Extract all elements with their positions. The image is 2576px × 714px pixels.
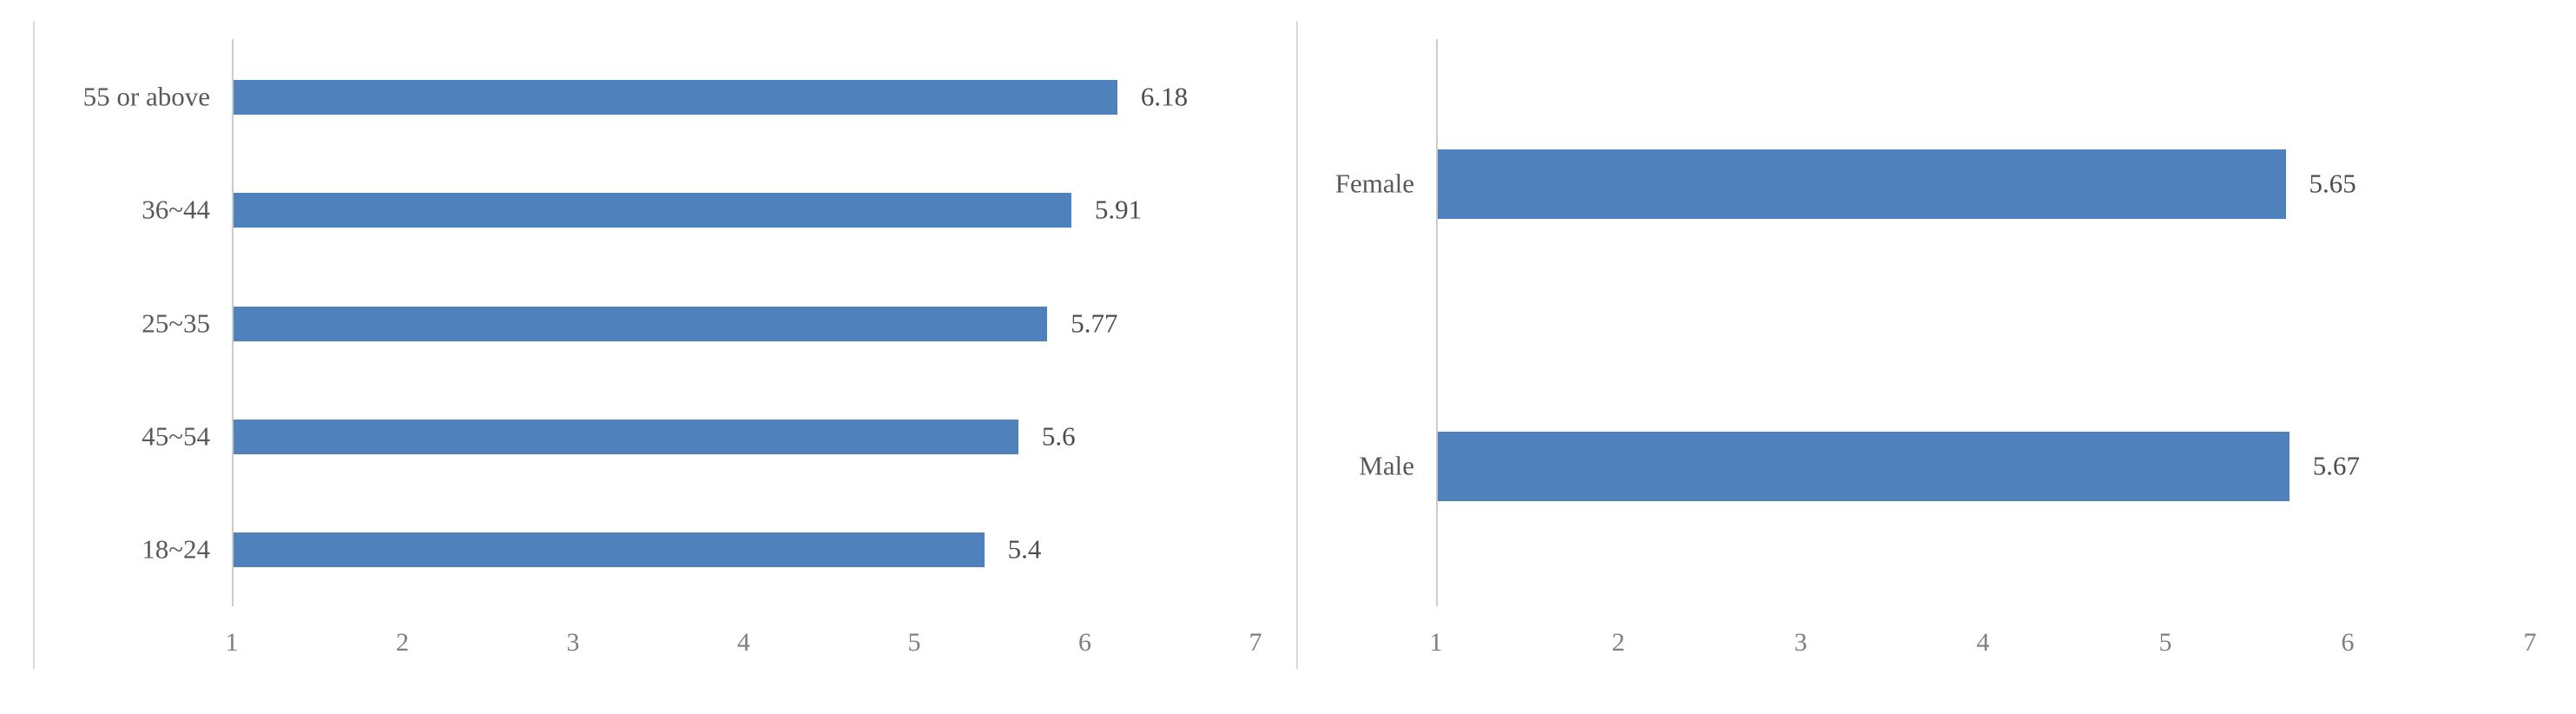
x-axis-tick-label-2: 2 bbox=[1611, 628, 1625, 657]
x-axis-tick-label-4: 4 bbox=[1976, 628, 1990, 657]
value-label-male: 5.67 bbox=[2312, 449, 2360, 480]
x-axis-tick-label-1: 1 bbox=[1429, 628, 1443, 657]
category-label-female: Female bbox=[1334, 167, 1414, 198]
category-label-male: Male bbox=[1359, 449, 1414, 480]
x-axis-tick-label-5: 5 bbox=[2158, 628, 2172, 657]
panel-border-line bbox=[1296, 21, 1298, 669]
category-label-45-54: 45~54 bbox=[142, 420, 210, 451]
category-label-25-35: 25~35 bbox=[142, 307, 210, 338]
category-label-36-44: 36~44 bbox=[142, 194, 210, 225]
value-label-55-or-above: 6.18 bbox=[1140, 81, 1189, 112]
bar-female bbox=[1438, 149, 2286, 219]
value-label-female: 5.65 bbox=[2309, 167, 2356, 198]
x-axis-tick-label-3: 3 bbox=[566, 628, 580, 657]
bar-36-44 bbox=[234, 193, 1071, 228]
category-label-18-24: 18~24 bbox=[142, 533, 210, 565]
x-axis-tick-label-4: 4 bbox=[737, 628, 750, 657]
bar-18-24 bbox=[234, 532, 985, 567]
x-axis-tick-label-7: 7 bbox=[1248, 628, 1262, 657]
value-label-25-35: 5.77 bbox=[1071, 307, 1118, 338]
x-axis-tick-label-2: 2 bbox=[396, 628, 409, 657]
bar-45-54 bbox=[234, 419, 1018, 454]
category-label-55-or-above: 55 or above bbox=[82, 81, 210, 112]
x-axis-tick-label-3: 3 bbox=[1794, 628, 1808, 657]
value-label-45-54: 5.6 bbox=[1041, 420, 1076, 451]
category-axis-line bbox=[232, 39, 234, 606]
bar-25-35 bbox=[234, 306, 1048, 341]
bar-male bbox=[1438, 431, 2289, 501]
x-axis-tick-label-1: 1 bbox=[225, 628, 239, 657]
category-axis-line bbox=[1436, 39, 1438, 606]
value-label-18-24: 5.4 bbox=[1007, 533, 1042, 565]
x-axis-tick-label-6: 6 bbox=[1078, 628, 1091, 657]
panel-border-line bbox=[33, 21, 35, 669]
bar-55-or-above bbox=[234, 80, 1117, 116]
value-label-36-44: 5.91 bbox=[1094, 194, 1143, 225]
x-axis-tick-label-7: 7 bbox=[2523, 628, 2537, 657]
x-axis-tick-label-5: 5 bbox=[907, 628, 921, 657]
x-axis-tick-label-6: 6 bbox=[2341, 628, 2355, 657]
